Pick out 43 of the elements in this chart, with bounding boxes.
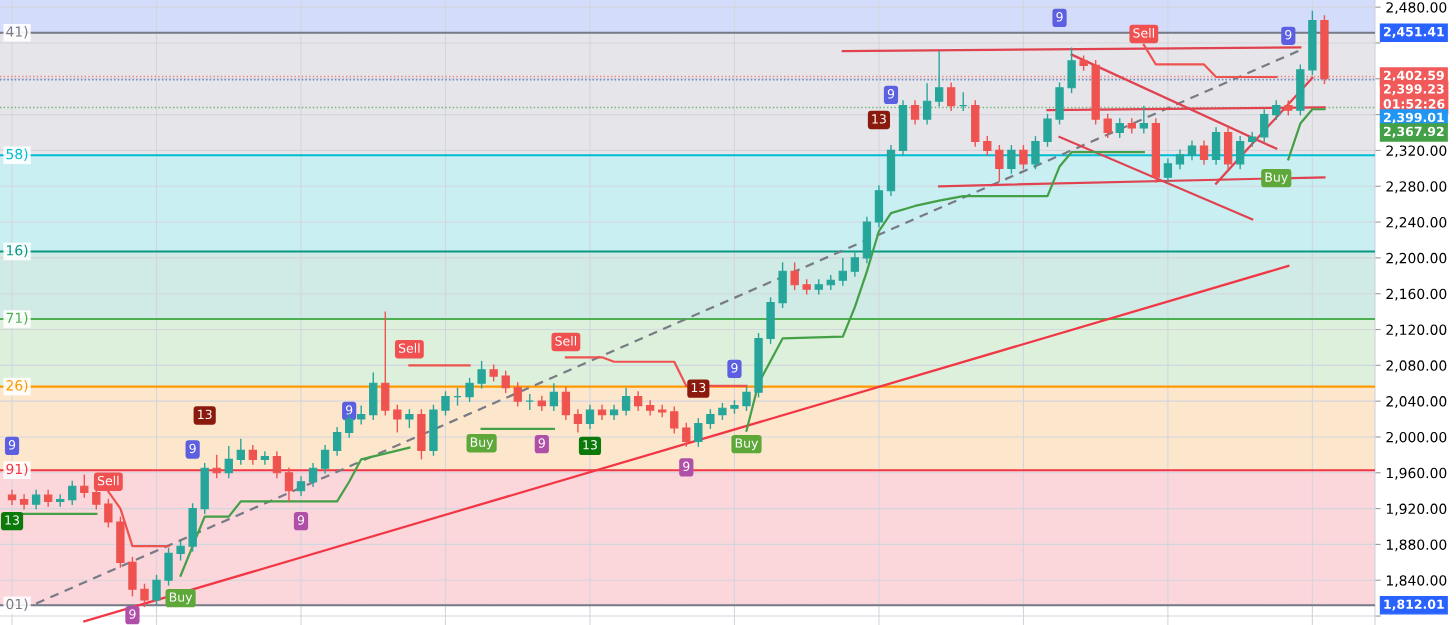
ref-line-label: 2,399.01 <box>1383 112 1444 124</box>
text: 9 <box>538 438 545 448</box>
y-tick-label: 2,200.00 <box>1386 252 1447 265</box>
annotation: 01) <box>6 598 28 611</box>
annotation: 71) <box>6 312 28 325</box>
text: 13 <box>872 114 886 124</box>
series-label: 13 <box>5 515 19 525</box>
text: 9 <box>1285 29 1292 40</box>
y-tick-label: 2,320.00 <box>1386 145 1447 158</box>
y-tick-label: 1,880.00 <box>1386 539 1447 552</box>
text: 9 <box>345 405 353 415</box>
text: 9 <box>887 89 895 99</box>
y-tick-label: 2,160.00 <box>1386 288 1447 301</box>
series-label: 9 <box>297 515 305 525</box>
ref-line-label: 2,399.23 01:52:26 <box>1383 84 1445 109</box>
annotation: 91) <box>6 463 28 476</box>
text: 13 <box>691 382 706 393</box>
annotation: 16) <box>7 244 28 258</box>
y-tick-label: 2,120.00 <box>1386 324 1447 337</box>
annotation: 41) <box>6 26 28 39</box>
text: 13 <box>583 440 597 450</box>
y-tick-label: 2,000.00 <box>1386 431 1447 444</box>
y-tick-label: 2,080.00 <box>1386 360 1447 373</box>
annotation: 26) <box>6 379 28 393</box>
text: 9 <box>8 440 16 450</box>
text: 9 <box>189 443 196 454</box>
series-label: 9 <box>731 363 738 373</box>
y-tick-label: 2,240.00 <box>1386 217 1447 229</box>
y-tick-label: 1,840.00 <box>1386 575 1447 588</box>
text: 9 <box>683 461 690 472</box>
ref-line-label: 2,451.41 <box>1383 26 1444 38</box>
text: 9 <box>129 609 136 619</box>
y-tick-label: 1,920.00 <box>1386 503 1447 516</box>
y-tick-label: 1,960.00 <box>1386 467 1447 480</box>
text: 9 <box>1056 12 1063 22</box>
ref-line-label: 1,812.01 <box>1384 599 1444 611</box>
y-tick-label: 2,280.00 <box>1386 181 1447 194</box>
series-label: 13 <box>198 409 212 420</box>
ref-line-label: 2,367.92 <box>1383 126 1444 138</box>
y-tick-label: 2,480.00 <box>1386 2 1447 15</box>
ref-line-label: 2,402.59 <box>1383 70 1444 82</box>
annotation: 58) <box>6 148 28 161</box>
y-tick-label: 2,040.00 <box>1386 396 1447 409</box>
